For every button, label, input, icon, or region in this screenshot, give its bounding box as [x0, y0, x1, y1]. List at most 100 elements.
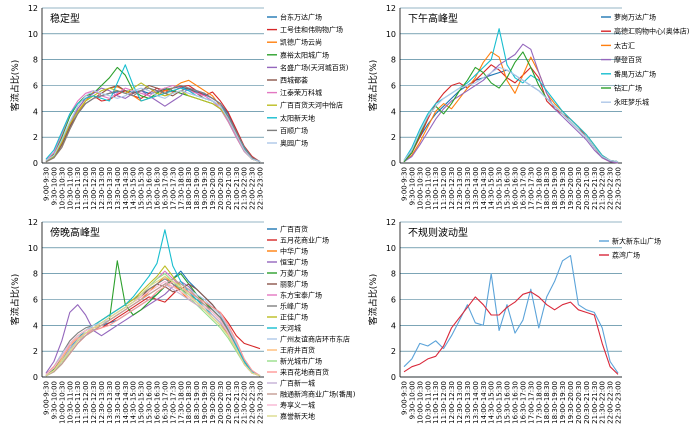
- legend-label: 寿享义一城: [280, 401, 315, 410]
- legend-label: 西城都荟: [280, 76, 308, 85]
- x-tick-label: 11:30-12:00: [82, 381, 90, 424]
- legend-label: 万菱广场: [280, 269, 308, 278]
- legend-label: 太古汇: [614, 41, 635, 50]
- x-tick-label: 13:00-13:30: [106, 167, 114, 210]
- legend-label: 广州友谊商店环市东店: [280, 335, 350, 344]
- x-tick-label: 17:30-18:00: [177, 381, 185, 424]
- legend-label: 工号佳和伟购物广场: [280, 25, 343, 34]
- x-tick-label: 22:00-22:30: [607, 167, 615, 210]
- legend-label: 荔湾广场: [612, 251, 640, 260]
- x-tick-label: 14:30-15:00: [130, 167, 138, 210]
- legend-label: 百顺广场: [280, 126, 308, 135]
- legend-label: 东方宝泰广场: [280, 291, 322, 300]
- legend-label: 番禺万达广场: [614, 69, 656, 78]
- x-tick-label: 21:30-22:00: [241, 381, 249, 424]
- x-tick-label: 19:00-19:30: [201, 167, 209, 210]
- series-line: [403, 28, 619, 163]
- x-tick-label: 20:30-21:00: [583, 167, 591, 210]
- x-tick-label: 20:00-20:30: [575, 167, 583, 210]
- x-tick-label: 10:00-10:30: [416, 381, 424, 424]
- legend-label: 乐峰广场: [280, 302, 308, 311]
- x-tick-label: 11:30-12:00: [82, 167, 90, 210]
- x-tick-label: 21:00-21:30: [591, 167, 599, 210]
- legend-label: 广百新一城: [280, 379, 315, 388]
- y-tick-label: 4: [391, 107, 396, 116]
- x-tick-label: 12:30-13:00: [456, 381, 464, 424]
- x-tick-label: 15:00-15:30: [496, 381, 504, 424]
- x-tick-label: 18:00-18:30: [543, 381, 551, 424]
- series-line: [45, 280, 261, 377]
- x-tick-label: 19:00-19:30: [559, 167, 567, 210]
- x-tick-label: 10:30-11:00: [424, 167, 432, 210]
- legend-label: 萝岗万达广场: [614, 13, 656, 22]
- legend-label: 名盛广场(天河城百货): [280, 63, 349, 72]
- x-tick-label: 18:00-18:30: [185, 167, 193, 210]
- y-tick-label: 2: [391, 347, 396, 356]
- legend-label: 融通新湾商业广场(番禺): [280, 390, 356, 399]
- series-line: [45, 84, 261, 163]
- series-line: [45, 66, 261, 163]
- x-tick-label: 21:30-22:00: [599, 381, 607, 424]
- x-tick-label: 13:30-14:00: [114, 381, 122, 424]
- y-tick-label: 0: [391, 159, 396, 168]
- x-tick-label: 14:00-14:30: [122, 167, 130, 210]
- series-line: [403, 66, 619, 163]
- legend-label: 广百百货: [280, 225, 308, 234]
- x-tick-label: 17:00-17:30: [527, 381, 535, 424]
- y-tick-label: 4: [33, 107, 38, 116]
- y-axis-label: 客流占比(%): [9, 274, 21, 326]
- x-tick-label: 22:30-23:00: [615, 167, 623, 210]
- x-tick-label: 18:30-19:00: [551, 167, 559, 210]
- x-tick-label: 17:00-17:30: [527, 167, 535, 210]
- x-tick-label: 22:30-23:00: [615, 381, 623, 424]
- x-tick-label: 17:30-18:00: [535, 381, 543, 424]
- legend-label: 王府井百货: [280, 346, 315, 355]
- x-tick-label: 11:30-12:00: [440, 167, 448, 210]
- x-tick-label: 9:00-9:30: [42, 167, 50, 201]
- legend-label: 台东万达广场: [280, 13, 322, 22]
- x-tick-label: 20:30-21:00: [225, 167, 233, 210]
- y-axis-label: 客流占比(%): [367, 60, 379, 112]
- x-tick-label: 13:30-14:00: [472, 381, 480, 424]
- series-line: [403, 291, 619, 375]
- y-axis-label: 客流占比(%): [9, 60, 21, 112]
- y-tick-label: 4: [33, 321, 38, 330]
- x-tick-label: 11:00-11:30: [74, 381, 82, 424]
- x-tick-label: 15:30-16:00: [146, 381, 154, 424]
- x-tick-label: 12:00-12:30: [448, 381, 456, 424]
- y-tick-label: 12: [386, 218, 396, 227]
- legend-label: 凯德广场云尚: [280, 38, 322, 47]
- legend-label: 嘉裕太阳城广场: [280, 50, 329, 59]
- legend-label: 正佳广场: [280, 313, 308, 322]
- x-tick-label: 20:30-21:00: [583, 381, 591, 424]
- legend-label: 太阳新天地: [280, 113, 315, 122]
- y-tick-label: 4: [391, 321, 396, 330]
- x-tick-label: 20:30-21:00: [225, 381, 233, 424]
- x-tick-label: 22:30-23:00: [257, 381, 265, 424]
- x-tick-label: 22:00-22:30: [249, 167, 257, 210]
- x-tick-label: 18:30-19:00: [551, 381, 559, 424]
- x-tick-label: 19:30-20:00: [209, 167, 217, 210]
- x-tick-label: 21:30-22:00: [241, 167, 249, 210]
- series-line: [403, 43, 619, 164]
- x-tick-label: 14:00-14:30: [480, 381, 488, 424]
- y-tick-label: 6: [33, 82, 38, 91]
- y-tick-label: 10: [386, 30, 396, 39]
- series-line: [45, 278, 261, 377]
- y-tick-label: 6: [391, 82, 396, 91]
- y-tick-label: 12: [28, 218, 38, 227]
- x-tick-label: 11:00-11:30: [432, 381, 440, 424]
- x-tick-label: 9:00-9:30: [400, 167, 408, 201]
- x-tick-label: 10:30-11:00: [66, 167, 74, 210]
- y-tick-label: 12: [28, 4, 38, 13]
- legend-label: 广百百货天河中怡店: [280, 101, 343, 110]
- x-tick-label: 10:30-11:00: [424, 381, 432, 424]
- x-tick-label: 13:00-13:30: [464, 381, 472, 424]
- x-tick-label: 17:00-17:30: [169, 167, 177, 210]
- x-tick-label: 16:00-16:30: [511, 381, 519, 424]
- y-tick-label: 8: [391, 56, 396, 65]
- legend: 广百百货五月花商业广场中华广场恒宝广场万菱广场丽影广场东方宝泰广场乐峰广场正佳广…: [267, 225, 356, 421]
